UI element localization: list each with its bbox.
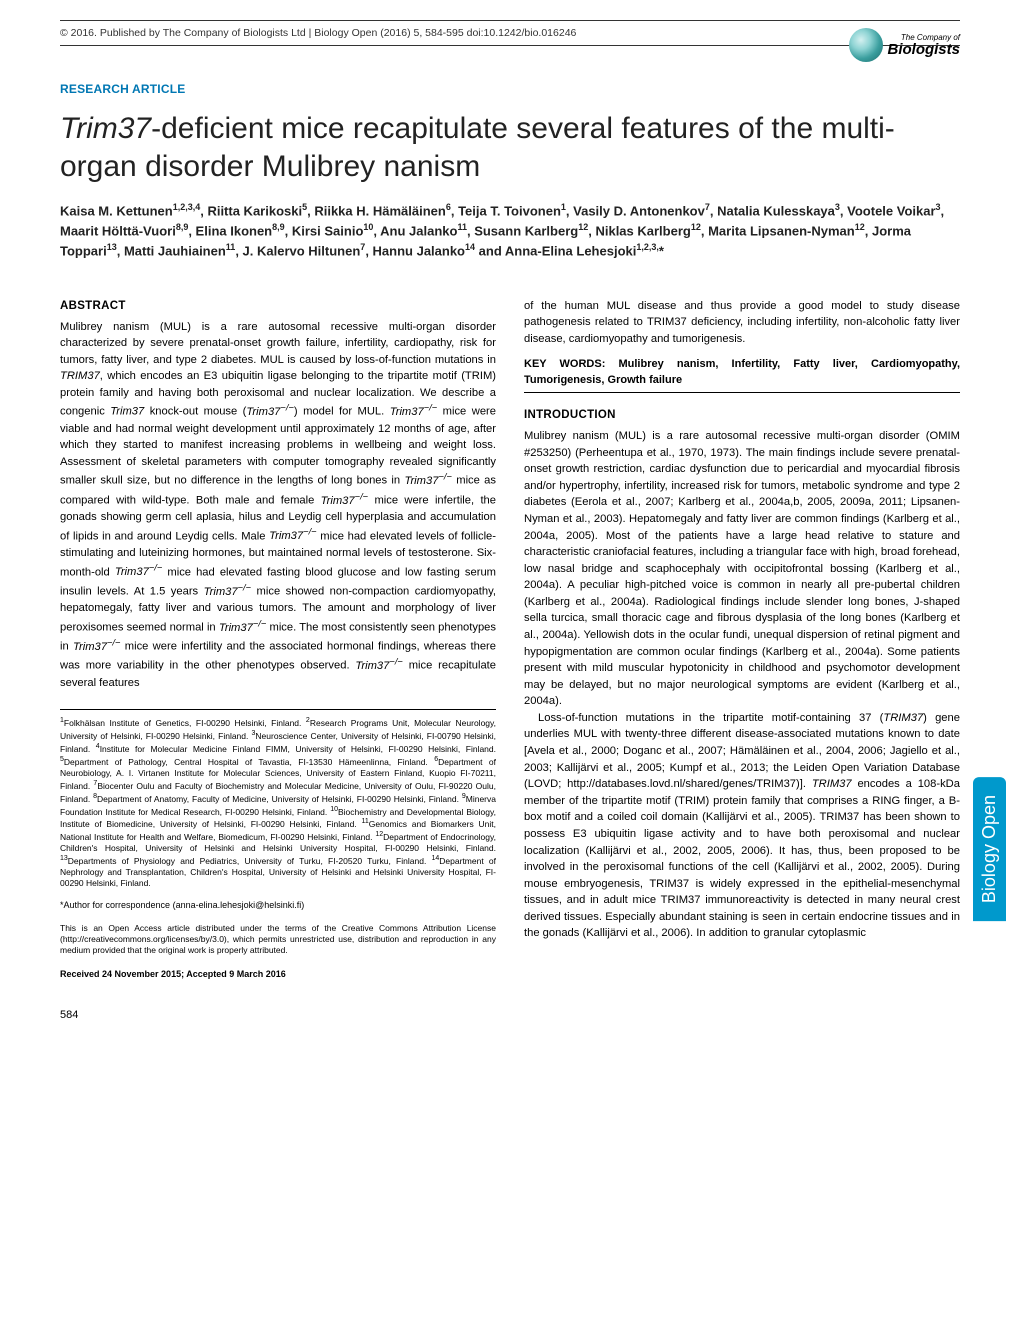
article-type: RESEARCH ARTICLE — [60, 82, 960, 96]
received-accepted: Received 24 November 2015; Accepted 9 Ma… — [60, 968, 496, 981]
left-column: ABSTRACT Mulibrey nanism (MUL) is a rare… — [60, 298, 496, 981]
author-list: Kaisa M. Kettunen1,2,3,4, Riitta Karikos… — [60, 201, 960, 262]
abstract-continuation: of the human MUL disease and thus provid… — [524, 298, 960, 348]
introduction-text: Mulibrey nanism (MUL) is a rare autosoma… — [524, 428, 960, 942]
introduction-heading: INTRODUCTION — [524, 407, 960, 424]
affiliations: 1Folkhälsan Institute of Genetics, FI-00… — [60, 716, 496, 889]
publisher-logo: The Company of Biologists — [849, 28, 960, 62]
right-column: of the human MUL disease and thus provid… — [524, 298, 960, 981]
logo-mark-icon — [849, 28, 883, 62]
header-bar: © 2016. Published by The Company of Biol… — [60, 20, 960, 46]
copyright-citation: © 2016. Published by The Company of Biol… — [60, 27, 576, 39]
intro-paragraph: Mulibrey nanism (MUL) is a rare autosoma… — [524, 428, 960, 710]
journal-side-tab: Biology Open — [973, 777, 1006, 921]
abstract-heading: ABSTRACT — [60, 298, 496, 315]
title-gene: Trim37 — [60, 112, 151, 145]
divider — [60, 709, 496, 710]
keywords: KEY WORDS: Mulibrey nanism, Infertility,… — [524, 357, 960, 388]
license-text: This is an Open Access article distribut… — [60, 923, 496, 956]
intro-paragraph: Loss-of-function mutations in the tripar… — [524, 710, 960, 942]
divider — [524, 392, 960, 393]
logo-name: Biologists — [887, 41, 960, 58]
title-rest: -deficient mice recapitulate several fea… — [60, 112, 895, 183]
page-number: 584 — [60, 1009, 960, 1021]
article-title: Trim37-deficient mice recapitulate sever… — [60, 110, 960, 185]
abstract-text: Mulibrey nanism (MUL) is a rare autosoma… — [60, 319, 496, 692]
correspondence: *Author for correspondence (anna-elina.l… — [60, 899, 496, 912]
